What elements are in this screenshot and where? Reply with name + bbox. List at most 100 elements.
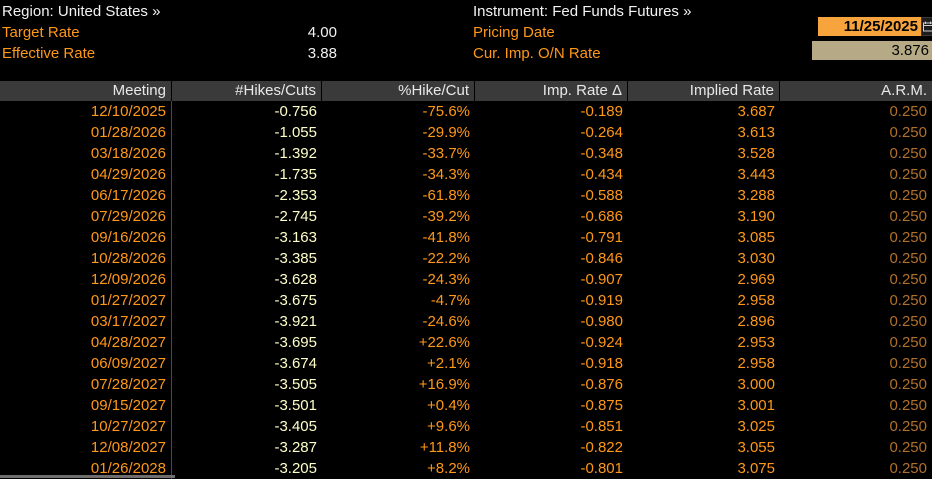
cell-arm: 0.250 (780, 437, 932, 458)
cell-pct-hike-cut: +8.2% (322, 458, 475, 479)
column-header-implied-rate: Implied Rate (628, 81, 780, 101)
cell-pct-hike-cut: +16.9% (322, 374, 475, 395)
cell-meeting: 06/09/2027 (0, 353, 172, 374)
pricing-date-label: Pricing Date (473, 24, 555, 41)
cell-pct-hike-cut: -22.2% (322, 248, 475, 269)
cell-meeting: 09/16/2026 (0, 227, 172, 248)
cell-hikes-cuts: -0.756 (172, 101, 322, 122)
cell-imp-rate-delta: -0.907 (475, 269, 628, 290)
cell-hikes-cuts: -1.055 (172, 122, 322, 143)
column-header-arm: A.R.M. (780, 81, 932, 101)
cell-pct-hike-cut: -75.6% (322, 101, 475, 122)
effective-rate-value: 3.88 (180, 45, 337, 62)
cell-imp-rate-delta: -0.588 (475, 185, 628, 206)
cell-imp-rate-delta: -0.875 (475, 395, 628, 416)
cell-arm: 0.250 (780, 332, 932, 353)
pricing-date-input[interactable]: 11/25/2025 (818, 17, 921, 36)
cell-arm: 0.250 (780, 311, 932, 332)
column-header-meeting: Meeting (0, 81, 172, 101)
cell-implied-rate: 3.030 (628, 248, 780, 269)
cell-implied-rate: 3.085 (628, 227, 780, 248)
cell-meeting: 09/15/2027 (0, 395, 172, 416)
cell-meeting: 12/09/2026 (0, 269, 172, 290)
cell-meeting: 03/17/2027 (0, 311, 172, 332)
cell-implied-rate: 3.000 (628, 374, 780, 395)
cell-imp-rate-delta: -0.919 (475, 290, 628, 311)
cell-hikes-cuts: -1.735 (172, 164, 322, 185)
cell-hikes-cuts: -2.353 (172, 185, 322, 206)
cell-meeting: 01/28/2026 (0, 122, 172, 143)
cell-arm: 0.250 (780, 185, 932, 206)
cur-imp-on-rate-label: Cur. Imp. O/N Rate (473, 45, 601, 62)
cell-arm: 0.250 (780, 290, 932, 311)
cell-hikes-cuts: -3.163 (172, 227, 322, 248)
cell-imp-rate-delta: -0.348 (475, 143, 628, 164)
cell-implied-rate: 2.969 (628, 269, 780, 290)
cell-pct-hike-cut: +0.4% (322, 395, 475, 416)
cell-implied-rate: 2.896 (628, 311, 780, 332)
cell-pct-hike-cut: -24.6% (322, 311, 475, 332)
cell-meeting: 04/29/2026 (0, 164, 172, 185)
cell-hikes-cuts: -3.921 (172, 311, 322, 332)
cell-meeting: 06/17/2026 (0, 185, 172, 206)
cell-pct-hike-cut: -41.8% (322, 227, 475, 248)
cell-hikes-cuts: -3.695 (172, 332, 322, 353)
cell-implied-rate: 3.055 (628, 437, 780, 458)
cell-meeting: 12/08/2027 (0, 437, 172, 458)
cell-meeting: 04/28/2027 (0, 332, 172, 353)
cell-imp-rate-delta: -0.924 (475, 332, 628, 353)
cell-hikes-cuts: -3.674 (172, 353, 322, 374)
instrument-link[interactable]: Instrument: Fed Funds Futures » (473, 3, 691, 20)
cell-arm: 0.250 (780, 395, 932, 416)
cell-hikes-cuts: -3.385 (172, 248, 322, 269)
region-link[interactable]: Region: United States » (2, 3, 160, 20)
cell-implied-rate: 3.075 (628, 458, 780, 479)
cur-imp-on-rate-field[interactable]: 3.876 (812, 41, 932, 60)
cell-pct-hike-cut: +11.8% (322, 437, 475, 458)
cell-hikes-cuts: -3.205 (172, 458, 322, 479)
cell-hikes-cuts: -3.675 (172, 290, 322, 311)
cell-imp-rate-delta: -0.264 (475, 122, 628, 143)
cell-implied-rate: 3.613 (628, 122, 780, 143)
calendar-button[interactable] (921, 17, 932, 36)
cell-imp-rate-delta: -0.791 (475, 227, 628, 248)
cell-implied-rate: 3.288 (628, 185, 780, 206)
cell-arm: 0.250 (780, 374, 932, 395)
cell-hikes-cuts: -3.628 (172, 269, 322, 290)
cell-hikes-cuts: -1.392 (172, 143, 322, 164)
column-header-hikes-cuts: #Hikes/Cuts (172, 81, 322, 101)
cell-hikes-cuts: -3.501 (172, 395, 322, 416)
cell-hikes-cuts: -3.287 (172, 437, 322, 458)
cell-arm: 0.250 (780, 416, 932, 437)
cell-imp-rate-delta: -0.434 (475, 164, 628, 185)
cell-pct-hike-cut: +9.6% (322, 416, 475, 437)
cell-implied-rate: 3.687 (628, 101, 780, 122)
cell-imp-rate-delta: -0.822 (475, 437, 628, 458)
cell-implied-rate: 2.953 (628, 332, 780, 353)
cell-pct-hike-cut: -4.7% (322, 290, 475, 311)
column-header-imp-rate-delta: Imp. Rate Δ (475, 81, 628, 101)
cell-implied-rate: 3.528 (628, 143, 780, 164)
cell-pct-hike-cut: -61.8% (322, 185, 475, 206)
cell-meeting: 12/10/2025 (0, 101, 172, 122)
cell-arm: 0.250 (780, 122, 932, 143)
